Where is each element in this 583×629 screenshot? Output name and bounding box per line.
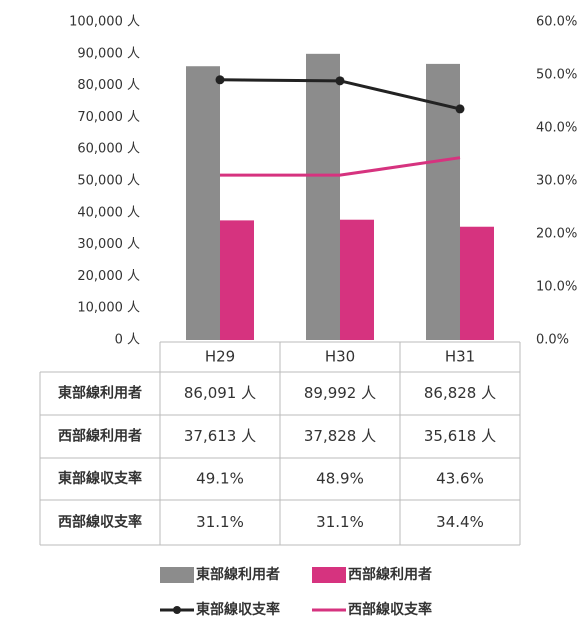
row-header: 東部線利用者 [58, 385, 142, 402]
y-tick-label: 50,000 人 [77, 174, 140, 189]
row-header: 東部線収支率 [58, 470, 142, 487]
y-tick-label: 20,000 人 [77, 269, 140, 284]
legend-label: 東部線収支率 [196, 601, 280, 618]
legend-swatch [312, 567, 346, 583]
y-tick-label: 0 人 [115, 333, 140, 348]
column-header: H31 [445, 348, 475, 366]
table-cell: 49.1% [196, 470, 244, 488]
table-cell: 89,992 人 [304, 384, 376, 402]
y-tick-label: 80,000 人 [77, 78, 140, 93]
y2-tick-label: 0.0% [536, 333, 569, 348]
table-cell: 37,828 人 [304, 427, 376, 445]
table-cell: 86,828 人 [424, 384, 496, 402]
y2-tick-label: 10.0% [536, 280, 577, 295]
legend-label: 西部線収支率 [348, 601, 432, 618]
table-cell: 43.6% [436, 470, 484, 488]
table-cell: 48.9% [316, 470, 364, 488]
legend-label: 西部線利用者 [348, 566, 432, 583]
bar [460, 226, 494, 340]
line [220, 156, 461, 177]
y-tick-label: 90,000 人 [77, 46, 140, 61]
bar [306, 53, 340, 340]
line-marker [335, 76, 345, 86]
bar [426, 63, 460, 340]
y-tick-label: 40,000 人 [77, 205, 140, 220]
table-cell: 35,618 人 [424, 427, 496, 445]
table-cell: 37,613 人 [184, 427, 256, 445]
bar [186, 66, 220, 340]
column-header: H29 [205, 348, 235, 366]
row-header: 西部線収支率 [58, 514, 142, 531]
row-header: 西部線利用者 [58, 428, 142, 445]
column-header: H30 [325, 348, 355, 366]
y2-tick-label: 50.0% [536, 68, 577, 83]
y2-tick-label: 40.0% [536, 121, 577, 136]
table-cell: 31.1% [196, 513, 244, 531]
y-tick-label: 60,000 人 [77, 142, 140, 157]
table-cell: 34.4% [436, 513, 484, 531]
y-tick-label: 100,000 人 [69, 15, 140, 30]
table-cell: 31.1% [316, 513, 364, 531]
line-marker [215, 75, 225, 85]
y2-tick-label: 30.0% [536, 174, 577, 189]
y2-tick-label: 60.0% [536, 15, 577, 30]
y2-tick-label: 20.0% [536, 227, 577, 242]
legend-swatch [173, 606, 181, 614]
y-tick-label: 30,000 人 [77, 237, 140, 252]
bar [220, 220, 254, 340]
y-tick-label: 10,000 人 [77, 301, 140, 316]
legend-label: 東部線利用者 [196, 566, 280, 583]
table-cell: 86,091 人 [184, 384, 256, 402]
line-marker [455, 104, 465, 114]
legend-swatch [160, 567, 194, 583]
bar [340, 219, 374, 340]
y-tick-label: 70,000 人 [77, 110, 140, 125]
